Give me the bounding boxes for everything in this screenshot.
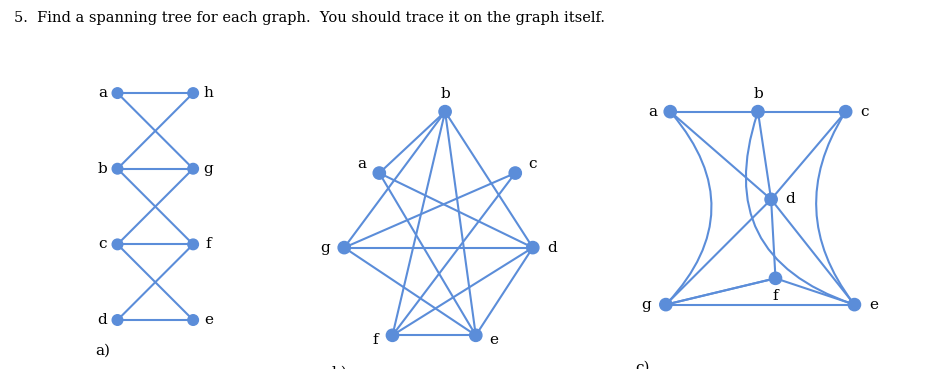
Circle shape bbox=[112, 315, 123, 325]
Text: b: b bbox=[440, 87, 450, 101]
Text: e: e bbox=[489, 333, 498, 347]
Text: a: a bbox=[98, 86, 107, 100]
Circle shape bbox=[664, 106, 676, 118]
Text: c: c bbox=[528, 157, 537, 171]
Circle shape bbox=[188, 239, 199, 250]
Circle shape bbox=[112, 88, 123, 99]
Circle shape bbox=[765, 193, 777, 206]
Text: f: f bbox=[773, 289, 778, 303]
Circle shape bbox=[188, 163, 199, 174]
Text: b: b bbox=[753, 87, 763, 101]
Text: f: f bbox=[372, 333, 378, 347]
Text: g: g bbox=[320, 241, 330, 255]
Text: c): c) bbox=[635, 361, 650, 369]
Circle shape bbox=[849, 299, 861, 311]
Circle shape bbox=[439, 106, 451, 118]
Text: h: h bbox=[204, 86, 213, 100]
Circle shape bbox=[188, 315, 199, 325]
Text: f: f bbox=[205, 237, 211, 251]
Text: a: a bbox=[357, 157, 366, 171]
Circle shape bbox=[338, 241, 350, 254]
Circle shape bbox=[839, 106, 851, 118]
Text: d: d bbox=[547, 241, 557, 255]
Text: c: c bbox=[861, 105, 869, 119]
Circle shape bbox=[373, 167, 385, 179]
Text: a: a bbox=[648, 105, 657, 119]
Text: e: e bbox=[869, 298, 878, 311]
Circle shape bbox=[752, 106, 764, 118]
Circle shape bbox=[660, 299, 672, 311]
Text: d: d bbox=[98, 313, 107, 327]
Text: g: g bbox=[642, 298, 652, 311]
Text: a): a) bbox=[95, 344, 110, 358]
Circle shape bbox=[769, 272, 781, 284]
Circle shape bbox=[386, 329, 399, 341]
Text: g: g bbox=[204, 162, 213, 176]
Text: c: c bbox=[98, 237, 107, 251]
Text: 5.  Find a spanning tree for each graph.  You should trace it on the graph itsel: 5. Find a spanning tree for each graph. … bbox=[14, 11, 605, 25]
Text: d: d bbox=[785, 192, 795, 206]
Circle shape bbox=[509, 167, 522, 179]
Text: b: b bbox=[98, 162, 107, 176]
Text: b): b) bbox=[331, 365, 347, 369]
Circle shape bbox=[527, 241, 539, 254]
Text: e: e bbox=[204, 313, 213, 327]
Circle shape bbox=[470, 329, 482, 341]
Circle shape bbox=[112, 239, 123, 250]
Circle shape bbox=[112, 163, 123, 174]
Circle shape bbox=[188, 88, 199, 99]
